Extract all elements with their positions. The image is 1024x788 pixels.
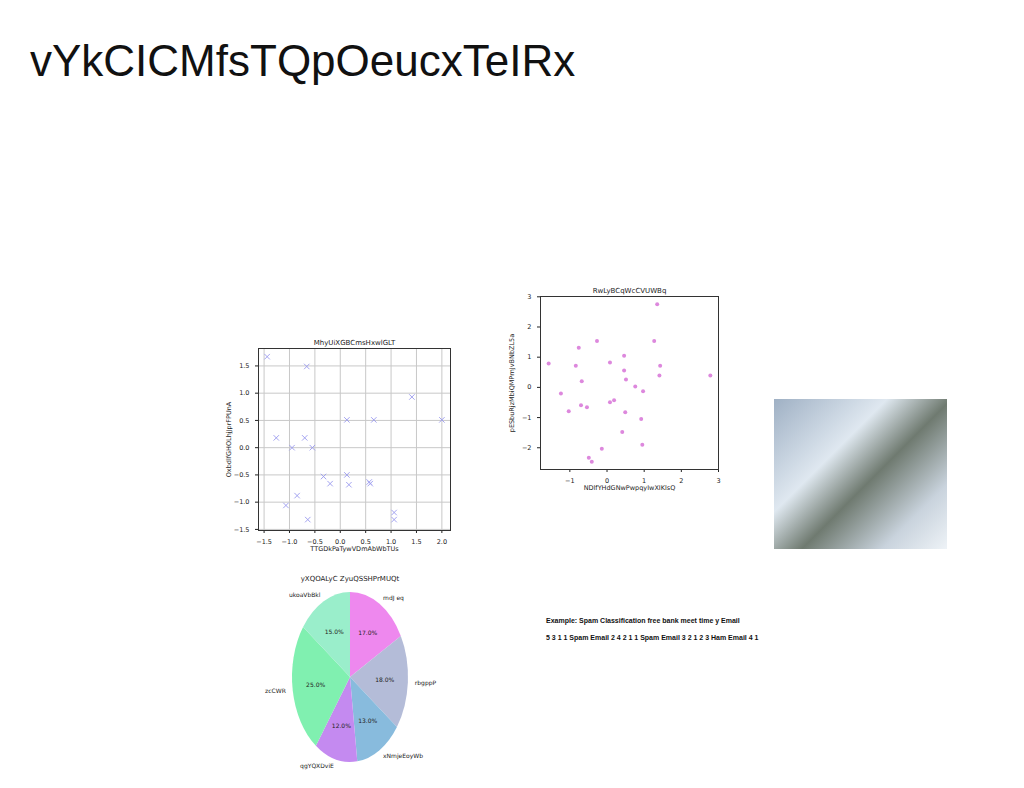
svg-text:−2: −2 xyxy=(522,444,532,452)
svg-text:12.0%: 12.0% xyxy=(332,722,351,729)
svg-text:0.0: 0.0 xyxy=(239,444,249,452)
svg-text:MhyUiXGBCmsHxwlGLT: MhyUiXGBCmsHxwlGLT xyxy=(314,339,396,347)
svg-text:2.0: 2.0 xyxy=(437,538,447,546)
svg-text:−1.5: −1.5 xyxy=(234,525,250,533)
svg-text:13.0%: 13.0% xyxy=(358,717,377,724)
html-text:Example: Spam Classification f: Example: Spam Classification free bank m… xyxy=(546,617,740,624)
svg-text:rbgppP: rbgppP xyxy=(415,679,437,687)
svg-text:1.5: 1.5 xyxy=(239,362,249,370)
svg-text:OxbdlfGHOLhjJprFPUnA: OxbdlfGHOLhjJprFPUnA xyxy=(225,401,233,477)
svg-text:17.0%: 17.0% xyxy=(358,629,377,636)
svg-text:1: 1 xyxy=(642,477,647,486)
svg-text:ukoaVbBkl: ukoaVbBkl xyxy=(289,591,321,598)
svg-text:15.0%: 15.0% xyxy=(325,628,344,635)
svg-text:0.5: 0.5 xyxy=(239,417,249,425)
svg-text:RwLyBCqWcCVUWBq: RwLyBCqWcCVUWBq xyxy=(593,287,667,295)
svg-text:yXQOALyC ZyuQSSHPrMUQt: yXQOALyC ZyuQSSHPrMUQt xyxy=(301,575,400,583)
svg-text:−0.5: −0.5 xyxy=(234,471,250,479)
svg-text:−1: −1 xyxy=(522,414,532,422)
svg-text:18.0%: 18.0% xyxy=(375,676,394,683)
svg-text:xNmjeEoyWb: xNmjeEoyWb xyxy=(383,752,423,760)
svg-text:25.0%: 25.0% xyxy=(306,681,325,688)
svg-text:qgYQXDviE: qgYQXDviE xyxy=(300,762,334,770)
svg-text:mdJ eq: mdJ eq xyxy=(383,594,404,602)
svg-text:3: 3 xyxy=(527,293,531,301)
html-text:5 3 1 1 Spam Email 2 4 2 1 1 S: 5 3 1 1 Spam Email 2 4 2 1 1 Spam Email … xyxy=(546,634,759,641)
svg-text:1.0: 1.0 xyxy=(239,389,249,397)
svg-text:2: 2 xyxy=(527,323,531,331)
svg-text:0.0: 0.0 xyxy=(335,538,346,547)
svg-text:2: 2 xyxy=(679,477,683,485)
svg-text:1: 1 xyxy=(527,353,531,361)
svg-text:1.0: 1.0 xyxy=(385,538,397,547)
svg-text:pESbuRjzMbiQMPrnJvBNbZL5a: pESbuRjzMbiQMPrnJvBNbZL5a xyxy=(508,334,516,433)
svg-text:−0.5: −0.5 xyxy=(307,538,323,547)
html-text:vYkCICMfsTQpOeucxTeIRx: vYkCICMfsTQpOeucxTeIRx xyxy=(30,36,576,85)
svg-text:0: 0 xyxy=(604,477,610,486)
svg-text:NDlfYHdGNwPwpqyIwXIKlsQ: NDlfYHdGNwPwpqyIwXIKlsQ xyxy=(584,484,676,492)
svg-text:3: 3 xyxy=(716,477,720,485)
svg-text:zcCWR: zcCWR xyxy=(265,687,286,694)
svg-text:TTGDkPaTywVDmAbWbTUs: TTGDkPaTywVDmAbWbTUs xyxy=(309,545,399,553)
svg-text:−1.0: −1.0 xyxy=(282,538,298,546)
svg-text:−1.5: −1.5 xyxy=(256,538,272,546)
svg-text:1.5: 1.5 xyxy=(411,538,421,546)
svg-text:0.5: 0.5 xyxy=(360,538,371,547)
svg-text:−1: −1 xyxy=(565,477,575,485)
svg-text:−1.0: −1.0 xyxy=(234,498,250,506)
svg-text:0: 0 xyxy=(527,383,531,391)
